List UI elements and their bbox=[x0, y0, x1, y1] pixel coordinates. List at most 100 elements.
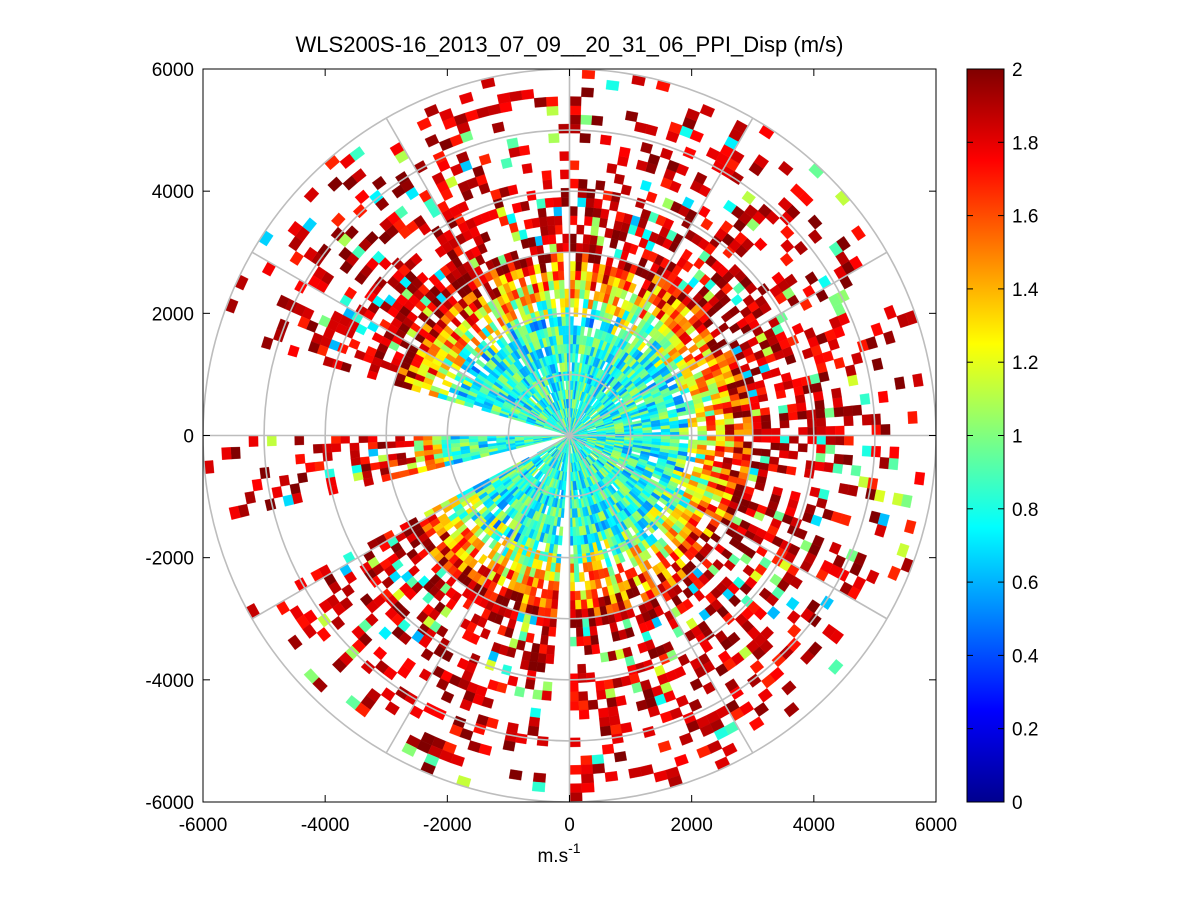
data-cell bbox=[331, 435, 341, 444]
data-cell bbox=[548, 626, 557, 637]
x-axis-label: m.s-1 bbox=[537, 840, 580, 867]
data-cell bbox=[779, 442, 790, 451]
data-cell bbox=[697, 439, 708, 446]
data-cell bbox=[289, 250, 304, 266]
colorbar-tick-label: 0.8 bbox=[1012, 500, 1038, 521]
data-cell bbox=[833, 406, 844, 418]
data-cell bbox=[541, 690, 552, 701]
data-cell bbox=[761, 421, 772, 429]
data-cell bbox=[529, 651, 540, 663]
data-cell bbox=[867, 477, 879, 490]
data-cell bbox=[571, 362, 575, 372]
data-cell bbox=[759, 407, 771, 416]
data-cell bbox=[585, 197, 595, 208]
data-cell bbox=[697, 425, 708, 432]
data-cell bbox=[688, 439, 698, 445]
data-cell bbox=[814, 399, 825, 410]
data-cell bbox=[573, 554, 579, 564]
data-cell bbox=[842, 405, 853, 417]
data-cell bbox=[554, 289, 561, 299]
data-cell bbox=[894, 376, 906, 390]
data-cell bbox=[537, 653, 547, 664]
data-cell bbox=[753, 237, 768, 252]
data-cell bbox=[573, 297, 580, 308]
data-cell bbox=[330, 226, 346, 242]
data-cell bbox=[424, 104, 440, 118]
data-cell bbox=[587, 699, 599, 710]
data-cell bbox=[752, 421, 762, 430]
data-cell bbox=[339, 260, 354, 275]
data-cell bbox=[526, 669, 537, 681]
data-cell bbox=[584, 206, 594, 217]
data-cell bbox=[569, 673, 579, 684]
data-cell bbox=[379, 217, 394, 232]
data-cell bbox=[859, 393, 871, 406]
data-cell bbox=[715, 440, 726, 447]
data-cell bbox=[515, 733, 528, 745]
data-cell bbox=[724, 418, 735, 425]
data-cell bbox=[581, 252, 589, 263]
data-cell bbox=[577, 178, 588, 189]
y-tick-label: -6000 bbox=[145, 793, 194, 814]
data-cell bbox=[858, 476, 870, 489]
data-cell bbox=[595, 180, 606, 191]
data-cell bbox=[569, 215, 578, 226]
data-cell bbox=[303, 187, 320, 203]
data-cell bbox=[322, 451, 333, 462]
data-cell bbox=[871, 424, 882, 436]
data-cell bbox=[287, 220, 303, 237]
data-cell bbox=[807, 426, 818, 436]
data-cell bbox=[577, 188, 587, 199]
data-cell bbox=[591, 115, 604, 126]
data-cell bbox=[555, 243, 564, 253]
data-cell bbox=[559, 151, 570, 161]
data-cell bbox=[514, 686, 526, 698]
data-cell bbox=[742, 447, 753, 455]
data-cell bbox=[599, 716, 611, 728]
data-cell bbox=[769, 367, 782, 378]
data-cell bbox=[807, 435, 818, 445]
data-cell bbox=[815, 408, 826, 419]
data-cell bbox=[722, 199, 737, 214]
data-cell bbox=[599, 208, 610, 220]
data-cell bbox=[573, 563, 580, 574]
data-cell bbox=[395, 441, 406, 448]
data-cell bbox=[549, 617, 557, 628]
data-cell bbox=[824, 407, 835, 418]
data-cell bbox=[569, 591, 576, 601]
chart-title: WLS200S-16_2013_07_09__20_31_06_PPI_Disp… bbox=[296, 32, 844, 57]
data-cell bbox=[551, 599, 559, 610]
data-cell bbox=[870, 413, 881, 426]
data-cell bbox=[305, 462, 316, 473]
data-cell bbox=[768, 456, 780, 465]
data-cell bbox=[734, 429, 744, 436]
data-cell bbox=[327, 176, 343, 192]
data-cell bbox=[793, 240, 809, 256]
data-cell bbox=[555, 553, 562, 564]
data-cell bbox=[580, 755, 593, 766]
data-cell bbox=[733, 441, 744, 448]
data-cell bbox=[537, 207, 547, 218]
x-tick-label: 2000 bbox=[671, 815, 713, 836]
data-cell bbox=[580, 599, 588, 610]
data-cell bbox=[693, 171, 708, 185]
data-cell bbox=[546, 589, 554, 600]
data-cell bbox=[580, 114, 593, 125]
y-tick-label: 0 bbox=[183, 427, 194, 448]
data-cell bbox=[583, 635, 592, 646]
data-cell bbox=[816, 443, 827, 454]
data-cell bbox=[608, 715, 621, 726]
data-cell bbox=[606, 697, 618, 708]
data-cell bbox=[816, 426, 827, 436]
data-cell bbox=[569, 105, 582, 116]
data-cell bbox=[359, 456, 371, 465]
data-cell bbox=[547, 225, 556, 236]
data-cell bbox=[613, 173, 625, 185]
data-cell bbox=[879, 457, 890, 470]
data-cell bbox=[912, 373, 924, 388]
data-cell bbox=[559, 288, 565, 299]
data-cell bbox=[340, 435, 350, 444]
data-cell bbox=[572, 325, 578, 336]
data-cell bbox=[544, 197, 554, 208]
